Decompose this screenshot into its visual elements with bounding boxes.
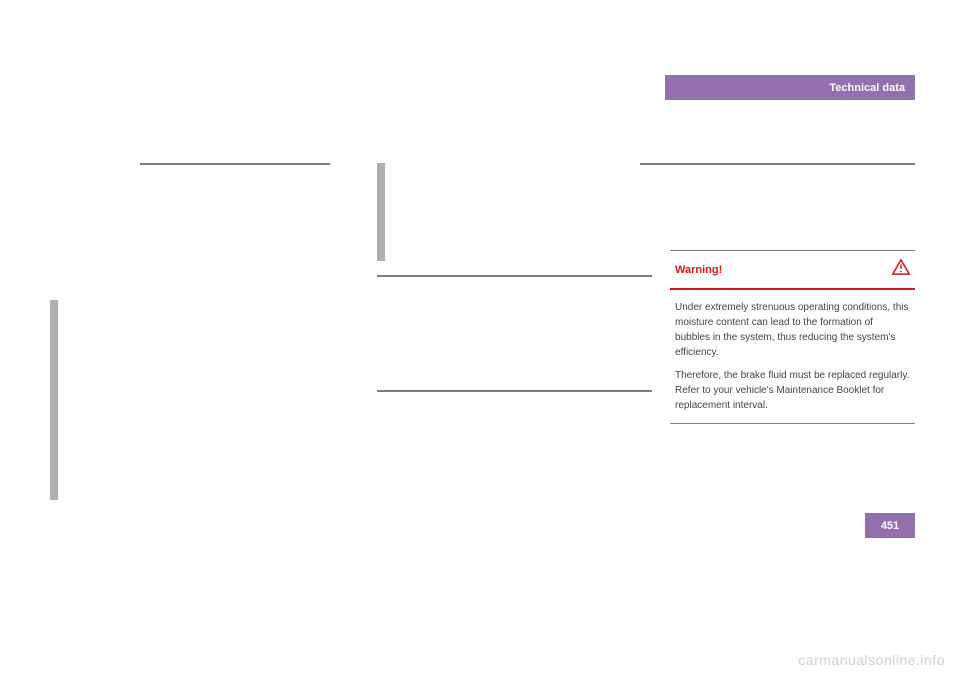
page-number: 451 [881,520,899,532]
column-3: Warning! Under extremely strenuous opera… [658,125,915,633]
vertical-bar [377,163,385,261]
horizontal-rule [640,163,915,165]
horizontal-rule [140,163,330,165]
warning-title: Warning! [675,264,722,276]
vertical-bar [50,300,58,500]
watermark: carmanualsonline.info [798,652,945,668]
section-title: Technical data [829,82,905,94]
horizontal-rule [377,390,652,392]
warning-body: Under extremely strenuous operating cond… [670,290,915,423]
warning-paragraph-2: Therefore, the brake fluid must be repla… [675,368,910,413]
page-number-box: 451 [865,513,915,538]
column-2 [377,125,634,633]
horizontal-rule [377,275,652,277]
warning-header: Warning! [670,251,915,290]
page-container: Technical data Warning! [45,45,915,633]
content-area: Warning! Under extremely strenuous opera… [45,125,915,633]
column-1 [45,125,352,633]
warning-triangle-icon [892,259,910,280]
warning-paragraph-1: Under extremely strenuous operating cond… [675,300,910,360]
warning-box: Warning! Under extremely strenuous opera… [670,250,915,424]
section-header-tab: Technical data [665,75,915,100]
